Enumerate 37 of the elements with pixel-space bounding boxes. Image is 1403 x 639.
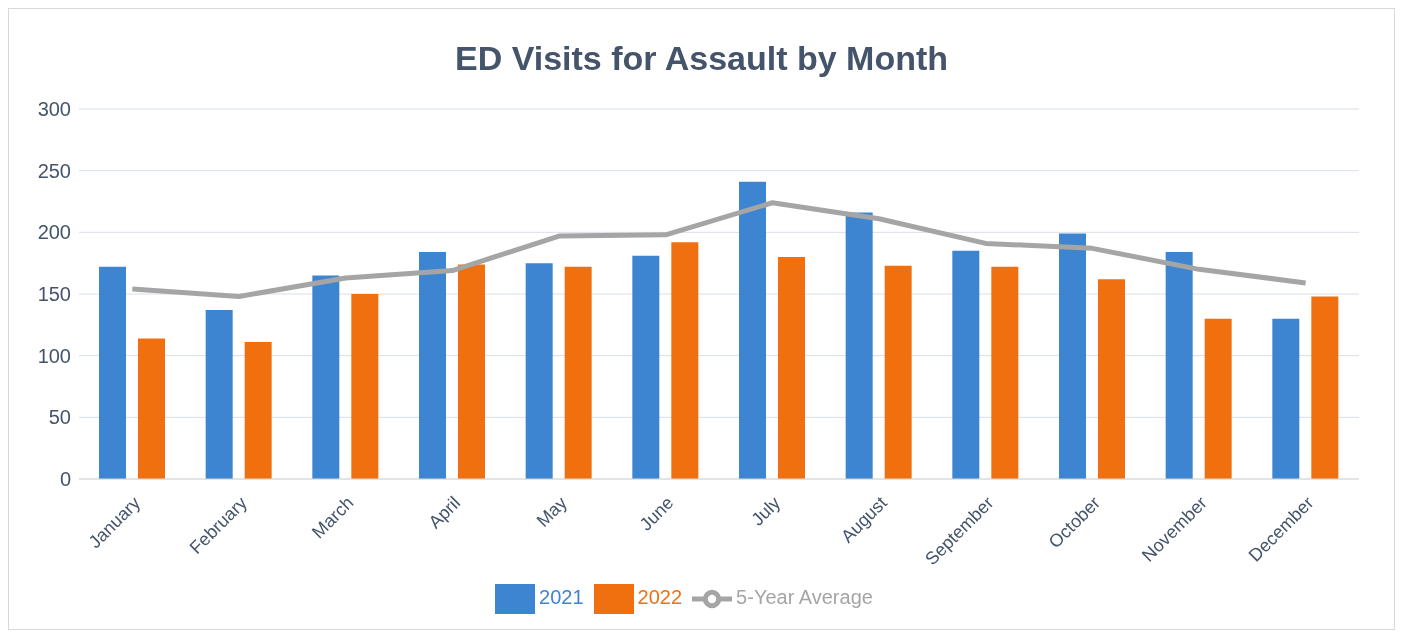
bar bbox=[244, 342, 272, 479]
bar bbox=[1165, 252, 1193, 479]
y-tick-label: 50 bbox=[48, 406, 71, 429]
y-tick-label: 300 bbox=[37, 98, 71, 121]
bar bbox=[632, 255, 660, 479]
chart-title: ED Visits for Assault by Month bbox=[453, 39, 950, 79]
bar bbox=[1311, 296, 1339, 479]
bar bbox=[1204, 318, 1232, 479]
bar bbox=[525, 263, 553, 479]
x-tick-label: July bbox=[747, 492, 785, 530]
bar bbox=[991, 266, 1019, 479]
bar bbox=[778, 257, 805, 479]
bar bbox=[671, 242, 699, 479]
bar bbox=[419, 252, 446, 479]
bar bbox=[351, 294, 379, 479]
y-tick-label: 200 bbox=[37, 221, 71, 244]
legend-label: 2022 bbox=[637, 586, 683, 609]
bar bbox=[99, 266, 126, 479]
bar bbox=[312, 275, 340, 479]
bar bbox=[205, 310, 233, 479]
bar bbox=[952, 250, 980, 479]
legend-label: 5-Year Average bbox=[736, 586, 873, 609]
y-tick-label: 250 bbox=[37, 159, 71, 182]
bar bbox=[845, 212, 873, 479]
bar bbox=[884, 265, 912, 479]
bar bbox=[138, 338, 165, 479]
bar bbox=[1272, 318, 1300, 479]
bar bbox=[739, 181, 766, 479]
bar bbox=[1098, 279, 1125, 479]
y-tick-label: 100 bbox=[37, 344, 71, 367]
x-tick-label: May bbox=[532, 492, 571, 531]
legend-label: 2021 bbox=[539, 586, 584, 609]
y-tick-label: 150 bbox=[37, 283, 71, 306]
bar bbox=[564, 266, 592, 479]
bar bbox=[458, 264, 485, 479]
bar bbox=[1059, 233, 1086, 479]
y-tick-label: 0 bbox=[59, 468, 71, 491]
